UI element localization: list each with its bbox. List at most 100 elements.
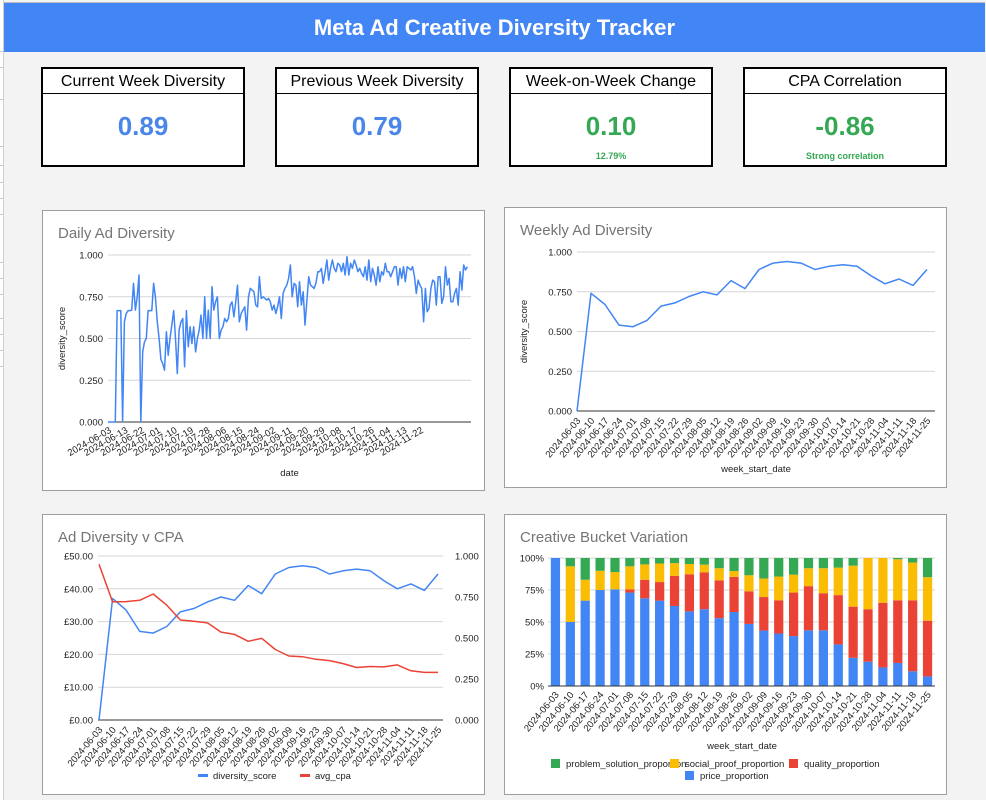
bar-segment-problem-solution-proportion	[818, 558, 828, 569]
bar-segment-social-proof-proportion	[759, 578, 769, 598]
bar-segment-social-proof-proportion	[655, 563, 665, 583]
bar-segment-social-proof-proportion	[922, 577, 933, 621]
y-tick-label-left: £30.00	[64, 617, 93, 628]
y-tick-label: 1.000	[548, 248, 572, 259]
bar-segment-social-proof-proportion	[610, 572, 620, 590]
bar-segment-problem-solution-proportion	[788, 558, 799, 575]
bar-segment-problem-solution-proportion	[922, 558, 933, 578]
bar-segment-price-proportion	[714, 618, 724, 686]
bar-segment-price-proportion	[550, 558, 561, 686]
card-title: CPA Correlation	[745, 69, 945, 94]
y-tick-label: 50%	[525, 618, 545, 629]
chart-weekly-ad-diversity[interactable]: Weekly Ad Diversity 0.000 0.250 0.500 0.750 1…	[504, 207, 947, 488]
bar-segment-social-proof-proportion	[684, 564, 695, 575]
series-line-avg-cpa	[98, 563, 438, 674]
dashboard-title: Meta Ad Creative Diversity Tracker	[313, 14, 676, 40]
bar-segment-social-proof-proportion	[878, 558, 888, 603]
bar-segment-price-proportion	[759, 630, 769, 686]
bar-segment-price-proportion	[788, 636, 799, 686]
bar-segment-quality-proportion	[729, 576, 739, 613]
bar-segment-problem-solution-proportion	[640, 558, 650, 565]
x-axis-title: date	[280, 468, 299, 479]
y-tick-label: 0.000	[548, 407, 572, 418]
bar-segment-problem-solution-proportion	[744, 558, 754, 576]
chart-daily-ad-diversity[interactable]: Daily Ad Diversity 0.000 0.250 0.500 0.750 1.…	[42, 210, 485, 491]
bar-segment-quality-proportion	[893, 600, 903, 663]
bar-segment-price-proportion	[818, 630, 828, 686]
bar-segment-price-proportion	[922, 676, 933, 686]
chart-ad-diversity-v-cpa[interactable]: Ad Diversity v CPA £0.00 £10.00 £20.00 £30.0…	[42, 514, 485, 795]
y-tick-label: 75%	[525, 586, 545, 597]
bar-segment-quality-proportion	[625, 589, 635, 593]
bar-segment-social-proof-proportion	[625, 566, 635, 590]
series-line-diversity-score	[108, 255, 469, 423]
bar-segment-quality-proportion	[759, 597, 769, 631]
bar-segment-social-proof-proportion	[803, 568, 814, 587]
chart-creative-bucket-variation[interactable]: Creative Bucket Variation 0% 25% 50% 75% 100%…	[504, 514, 947, 795]
chart-title: Creative Bucket Variation	[520, 529, 688, 546]
bar-segment-price-proportion	[729, 612, 739, 686]
bar-segment-problem-solution-proportion	[833, 558, 843, 568]
y-tick-label: 1.000	[79, 251, 103, 262]
bar-segment-price-proportion	[580, 600, 590, 686]
bar-segment-social-proof-proportion	[788, 574, 799, 593]
chart-title: Daily Ad Diversity	[58, 225, 175, 242]
weekly-chart-svg: Weekly Ad Diversity 0.000 0.250 0.500 0.750 1…	[519, 222, 935, 475]
bar-segment-price-proportion	[684, 611, 695, 686]
bar-segment-social-proof-proportion	[669, 563, 680, 576]
card-title: Previous Week Diversity	[277, 69, 477, 94]
bar-segment-price-proportion	[669, 606, 680, 686]
bar-segment-problem-solution-proportion	[669, 558, 680, 564]
chart-title: Ad Diversity v CPA	[58, 529, 184, 546]
bar-segment-quality-proportion	[669, 575, 680, 606]
y-tick-label-right: 1.000	[455, 552, 479, 563]
y-tick-label-right: 0.000	[455, 716, 479, 727]
bar-segment-price-proportion	[908, 671, 918, 686]
bar-segment-quality-proportion	[848, 606, 858, 658]
bar-segment-price-proportion	[803, 630, 814, 686]
bar-segment-price-proportion	[774, 633, 784, 686]
y-tick-label-left: £20.00	[64, 650, 93, 661]
bar-segment-quality-proportion	[818, 593, 828, 631]
bar-segment-problem-solution-proportion	[848, 558, 858, 566]
bar-segment-price-proportion	[863, 661, 873, 686]
card-previous-week-diversity: Previous Week Diversity 0.79	[275, 67, 479, 167]
bar-segment-problem-solution-proportion	[610, 558, 620, 573]
legend-swatch-avg-cpa	[300, 774, 310, 777]
card-title: Week-on-Week Change	[511, 69, 711, 94]
bar-segment-problem-solution-proportion	[699, 558, 709, 565]
bar-segment-quality-proportion	[699, 572, 709, 610]
bar-segment-price-proportion	[833, 644, 843, 686]
bar-segment-social-proof-proportion	[774, 576, 784, 601]
bar-segment-social-proof-proportion	[595, 570, 605, 590]
card-value: 0.89	[117, 111, 169, 141]
card-current-week-diversity: Current Week Diversity 0.89	[41, 67, 245, 167]
bar-segment-price-proportion	[699, 609, 709, 686]
bar-segment-quality-proportion	[878, 602, 888, 668]
bar-segment-problem-solution-proportion	[908, 558, 918, 563]
y-tick-label: 0.500	[548, 327, 572, 338]
bar-segment-social-proof-proportion	[640, 564, 650, 580]
legend-label: price_proportion	[700, 771, 769, 782]
y-tick-label: 0.250	[548, 367, 572, 378]
bar-segment-price-proportion	[893, 662, 903, 686]
y-tick-label-left: £50.00	[64, 552, 93, 563]
y-tick-label-left: £40.00	[64, 584, 93, 595]
card-week-on-week-change: Week-on-Week Change 0.10 12.79%	[509, 67, 713, 167]
bar-segment-quality-proportion	[788, 592, 799, 637]
y-tick-label-right: 0.750	[455, 593, 479, 604]
chart-title: Weekly Ad Diversity	[520, 222, 653, 239]
x-axis-title: week_start_date	[720, 464, 791, 475]
bar-segment-price-proportion	[640, 598, 650, 686]
bar-segment-problem-solution-proportion	[774, 558, 784, 577]
legend-swatch-problem-solution-proportion	[551, 759, 560, 768]
bar-segment-quality-proportion	[744, 591, 754, 624]
bar-segment-problem-solution-proportion	[625, 558, 635, 567]
card-subtext: Strong correlation	[805, 151, 884, 161]
y-tick-label: 0.250	[79, 376, 103, 387]
bar-segment-social-proof-proportion	[714, 568, 724, 581]
legend-swatch-diversity-score	[198, 774, 208, 777]
legend-swatch-price-proportion	[685, 771, 694, 780]
y-tick-label: 0%	[530, 682, 544, 693]
bar-segment-quality-proportion	[640, 579, 650, 599]
